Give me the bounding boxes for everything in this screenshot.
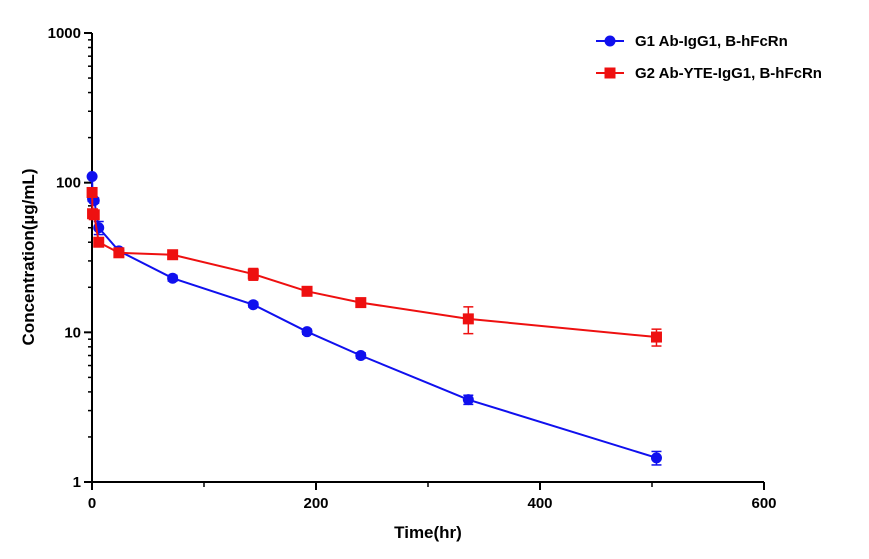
y-axis-title: Concentration(µg/mL) [19, 169, 38, 346]
data-point [462, 394, 474, 406]
data-point [355, 297, 367, 309]
y-tick-label: 1 [73, 474, 81, 491]
legend-item-2: G2 Ab-YTE-IgG1, B-hFcRn [596, 65, 822, 82]
x-tick-label: 400 [527, 495, 552, 512]
series-1 [86, 170, 662, 466]
y-tick-label: 1000 [48, 25, 81, 42]
data-point [86, 186, 98, 198]
series-2 [86, 186, 662, 347]
legend-label: G1 Ab-IgG1, B-hFcRn [635, 33, 788, 50]
data-point [93, 236, 105, 248]
axes: 1 10 100 1000 0 200 400 600 [48, 25, 777, 512]
y-tick-label: 100 [56, 175, 81, 192]
legend: G1 Ab-IgG1, B-hFcRn G2 Ab-YTE-IgG1, B-hFc… [596, 33, 822, 82]
data-point [86, 170, 98, 182]
series-line [91, 176, 657, 459]
data-point [462, 313, 474, 325]
data-point [650, 452, 662, 464]
data-point [113, 247, 125, 259]
data-point [167, 249, 179, 261]
x-tick-label: 0 [88, 495, 96, 512]
series-line [91, 192, 657, 339]
x-tick-label: 600 [751, 495, 776, 512]
data-point [88, 209, 100, 221]
series-layer [86, 170, 662, 466]
legend-marker [604, 67, 616, 79]
data-point [355, 350, 367, 362]
data-point [301, 285, 313, 297]
legend-marker [604, 35, 616, 47]
y-tick-label: 10 [64, 324, 81, 341]
x-tick-label: 200 [303, 495, 328, 512]
x-axis-title: Time(hr) [394, 523, 462, 542]
data-point [247, 299, 259, 311]
legend-label: G2 Ab-YTE-IgG1, B-hFcRn [635, 65, 822, 82]
data-point [247, 268, 259, 280]
data-point [301, 326, 313, 338]
data-point [167, 272, 179, 284]
legend-item-1: G1 Ab-IgG1, B-hFcRn [596, 33, 788, 50]
data-point [650, 331, 662, 343]
